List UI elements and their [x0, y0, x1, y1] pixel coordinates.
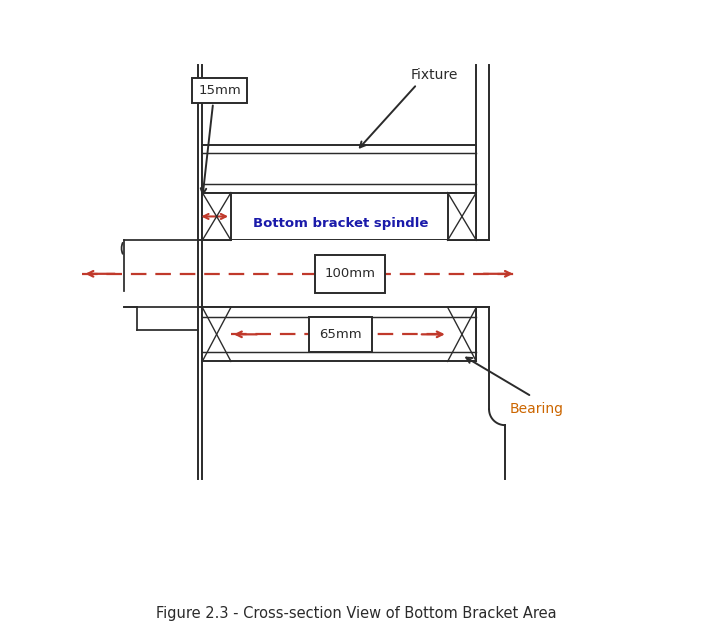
Bar [202, 307, 476, 362]
Text: 15mm: 15mm [198, 84, 241, 97]
Text: Fixture: Fixture [411, 68, 458, 82]
Bar [448, 193, 476, 241]
Bar [202, 145, 476, 193]
Bar [231, 241, 448, 307]
Bar [202, 193, 231, 241]
Text: 65mm: 65mm [319, 328, 362, 341]
Text: Figure 2.3 - Cross-section View of Bottom Bracket Area: Figure 2.3 - Cross-section View of Botto… [156, 605, 557, 621]
Bar [309, 317, 372, 351]
Text: 100mm: 100mm [324, 268, 376, 280]
Bar [315, 255, 385, 293]
Text: Bottom bracket spindle: Bottom bracket spindle [253, 216, 429, 230]
Bar [193, 79, 247, 102]
Text: Bearing: Bearing [509, 402, 563, 416]
